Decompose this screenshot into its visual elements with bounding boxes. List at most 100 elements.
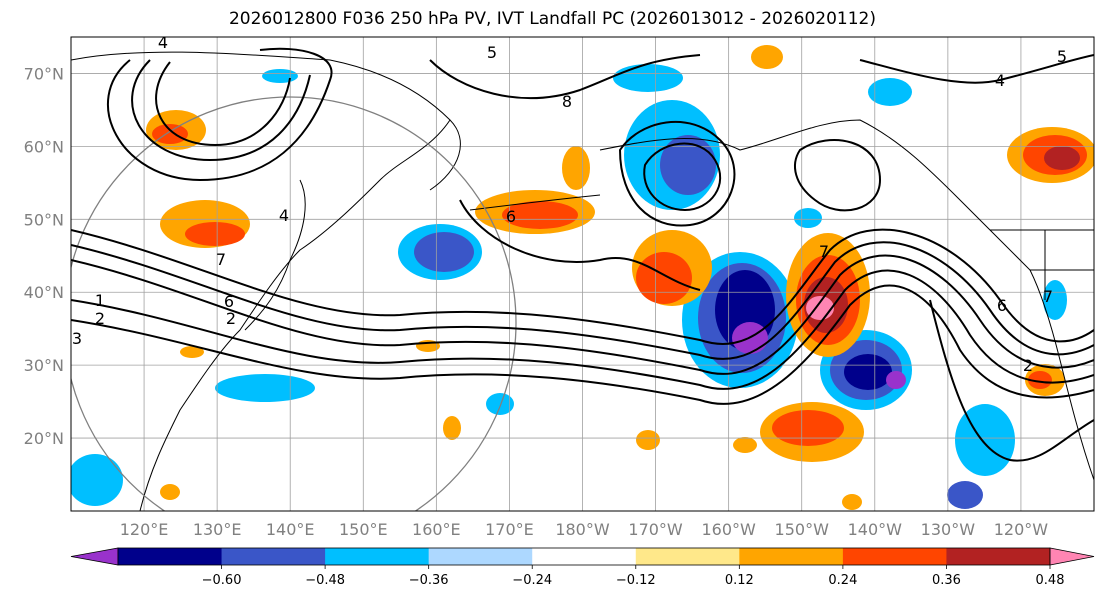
longitude-label: 120°W — [994, 520, 1049, 539]
contour-label: 2 — [1023, 356, 1033, 375]
contour-line — [71, 254, 1094, 375]
latitude-labels: 70°N 60°N 50°N 40°N 30°N 20°N — [24, 64, 64, 448]
contour-label: 4 — [279, 206, 289, 225]
anomaly-blob — [636, 430, 660, 450]
colorbar-segment — [221, 548, 326, 565]
contour-label: 3 — [72, 329, 82, 348]
coastlines — [71, 51, 1094, 511]
contour-label: 2 — [226, 309, 236, 328]
contour-line — [643, 142, 722, 212]
coastline-asia — [71, 51, 451, 511]
anomaly-blob — [414, 232, 474, 272]
anomaly-blob — [772, 410, 844, 446]
colorbar-segment — [325, 548, 430, 565]
latitude-label: 20°N — [24, 429, 64, 448]
colorbar-tick-label: 0.36 — [932, 573, 961, 588]
contour-label: 6 — [224, 292, 234, 311]
latitude-label: 50°N — [24, 210, 64, 229]
longitude-labels: 120°E 130°E 140°E 150°E 160°E 170°E 180°W 170°W… — [120, 520, 1049, 539]
contour-line — [859, 54, 1094, 84]
coastline-japan — [244, 179, 306, 331]
colorbar-segment — [118, 548, 223, 565]
colorbar-segment — [739, 548, 844, 565]
anomaly-blob — [636, 252, 692, 304]
anomaly-blob — [215, 374, 315, 402]
colorbar-tick-label: −0.12 — [616, 573, 656, 588]
longitude-label: 150°E — [339, 520, 388, 539]
colorbar-tick-label: 0.24 — [828, 573, 857, 588]
anomaly-blob — [955, 404, 1015, 476]
anomaly-blob — [185, 222, 245, 246]
contour-line — [106, 47, 333, 182]
graticule — [71, 37, 1094, 511]
anomaly-blob — [180, 346, 204, 358]
anomaly-blob — [660, 135, 716, 195]
pv-anomaly-shading — [71, 45, 1094, 510]
colorbar-segment — [428, 548, 533, 565]
map-frame — [70, 36, 1095, 512]
colorbar-tick-label: −0.36 — [409, 573, 449, 588]
anomaly-blob — [613, 64, 683, 92]
contour-line — [71, 269, 1094, 390]
contour-label: 7 — [819, 242, 829, 261]
contour-line — [71, 241, 1094, 360]
latitude-label: 40°N — [24, 283, 64, 302]
anomaly-blob — [486, 393, 514, 415]
anomaly-blob — [71, 454, 123, 506]
longitude-label: 170°W — [628, 520, 683, 539]
coastline-kamchatka — [429, 119, 461, 191]
anomaly-blob — [1044, 146, 1080, 170]
colorbar-segment — [635, 548, 740, 565]
longitude-label: 150°W — [775, 520, 830, 539]
longitude-label: 170°E — [485, 520, 534, 539]
contour-label: 7 — [1043, 287, 1053, 306]
longitude-label: 130°W — [921, 520, 976, 539]
colorbar-extend-max — [1049, 547, 1095, 566]
colorbar-tick-label: −0.48 — [305, 573, 345, 588]
contour-label: 4 — [995, 71, 1005, 90]
contour-label: 8 — [562, 92, 572, 111]
longitude-label: 120°E — [120, 520, 169, 539]
contour-label: 2 — [95, 309, 105, 328]
anomaly-blob — [1043, 280, 1067, 320]
map-title: 2026012800 F036 250 hPa PV, IVT Landfall… — [228, 9, 876, 29]
anomaly-blob — [794, 208, 822, 228]
anomaly-blob — [842, 494, 862, 510]
coastline-aleutians — [469, 194, 601, 211]
colorbar-tick-label: −0.24 — [512, 573, 552, 588]
anomaly-blob — [844, 354, 892, 390]
longitude-label: 140°E — [266, 520, 315, 539]
colorbar-segment — [842, 548, 947, 565]
range-circle — [71, 96, 517, 511]
colorbar-segment — [946, 548, 1051, 565]
contour-line — [71, 228, 1094, 345]
longitude-label: 180°W — [555, 520, 610, 539]
contour-label: 5 — [487, 43, 497, 62]
contour-line — [618, 120, 736, 227]
longitude-label: 130°E — [193, 520, 242, 539]
contour-line — [459, 199, 701, 291]
longitude-label: 160°E — [412, 520, 461, 539]
contour-label: 6 — [997, 296, 1007, 315]
contour-line — [131, 59, 311, 162]
longitude-label: 160°W — [701, 520, 756, 539]
colorbar: −0.60 −0.48 −0.36 −0.24 −0.12 0.12 0.24 0.36 0.4… — [70, 547, 1095, 588]
anomaly-blob — [947, 481, 983, 509]
anomaly-blob — [733, 437, 757, 453]
latitude-label: 60°N — [24, 137, 64, 156]
anomaly-blob — [502, 201, 578, 229]
colorbar-tick-label: 0.48 — [1036, 573, 1065, 588]
latitude-label: 70°N — [24, 64, 64, 83]
colorbar-frame — [117, 547, 1051, 566]
anomaly-blob — [1028, 371, 1052, 389]
anomaly-blob — [751, 45, 783, 69]
colorbar-tick-label: 0.12 — [725, 573, 754, 588]
longitude-label: 140°W — [848, 520, 903, 539]
contour-line — [929, 299, 1094, 462]
state-borders — [990, 229, 1094, 300]
colorbar-segment — [532, 548, 637, 565]
contour-label: 1 — [95, 291, 105, 310]
